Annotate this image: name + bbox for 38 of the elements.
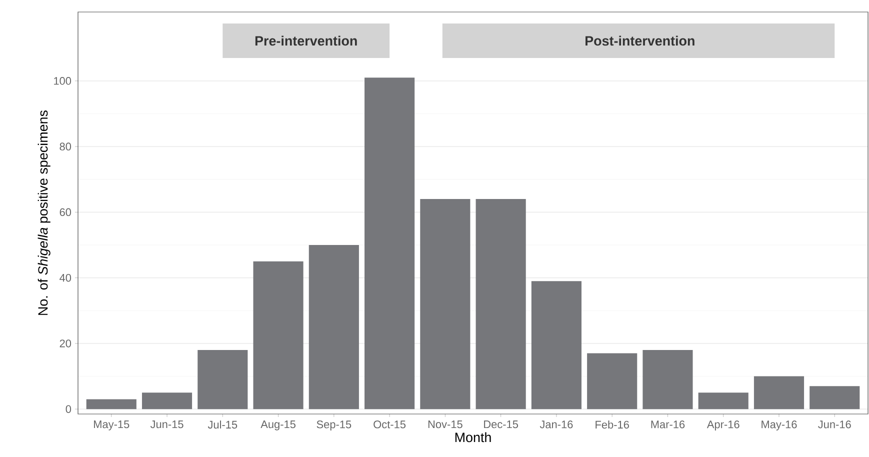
bar (253, 261, 304, 410)
x-tick-label: May-16 (762, 420, 797, 430)
y-axis-title: No. of Shigella positive specimens (38, 110, 50, 315)
bar (142, 392, 192, 410)
x-axis-title: Month (455, 432, 491, 442)
x-tick-label: Feb-16 (596, 420, 629, 429)
x-tick-label: Mar-16 (651, 420, 685, 428)
bar (698, 392, 748, 410)
x-tick-label: Nov-15 (428, 420, 462, 428)
band-label: Pre-intervention (255, 36, 357, 46)
y-tick-label: 0 (66, 405, 72, 413)
bar (420, 199, 470, 410)
y-tick-label: 100 (54, 77, 72, 85)
bar (642, 350, 693, 410)
x-tick-label: Oct-15 (374, 420, 406, 428)
bar (86, 399, 136, 410)
x-tick-label: Jun-16 (818, 420, 851, 428)
x-tick-label: Jan-16 (540, 420, 573, 428)
y-tick-label: 80 (60, 142, 72, 150)
bar (810, 386, 860, 410)
y-tick-label: 60 (60, 208, 72, 216)
y-tick-label: 40 (60, 274, 72, 282)
x-tick-label: Aug-15 (260, 420, 296, 430)
band-label: Post-intervention (586, 36, 694, 46)
x-tick-label: Sep-15 (316, 420, 352, 430)
bar (587, 353, 638, 410)
x-tick-label: Dec-15 (484, 420, 518, 428)
bar (364, 78, 415, 410)
bar (476, 199, 526, 410)
x-tick-label: Jun-15 (150, 420, 184, 428)
bar (198, 350, 248, 410)
x-tick-label: Jul-15 (208, 420, 238, 429)
x-tick-label: Apr-16 (706, 420, 740, 430)
x-tick-label: May-15 (94, 420, 130, 430)
y-tick-label: 20 (60, 340, 72, 348)
bar (754, 376, 804, 410)
bar (308, 244, 359, 410)
bar (531, 281, 582, 410)
